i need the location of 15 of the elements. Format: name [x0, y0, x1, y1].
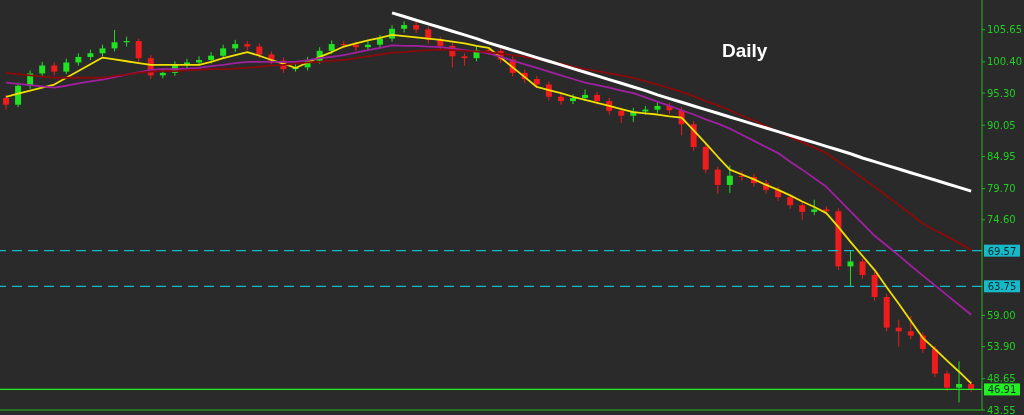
y-tick-label: 74.60 [987, 214, 1016, 226]
y-tick-label: 105.65 [987, 24, 1022, 36]
annotation: Daily [722, 40, 768, 62]
y-tick-label: 95.30 [987, 87, 1016, 99]
y-tick-label: 90.05 [987, 119, 1016, 131]
y-tick-label: 53.90 [987, 341, 1016, 353]
ref-line-label: 46.91 [987, 384, 1017, 396]
y-tick-label: 48.65 [987, 373, 1016, 385]
y-tick-label: 59.00 [987, 309, 1016, 321]
y-tick-label: 84.95 [987, 151, 1016, 163]
y-tick-label: 100.40 [987, 56, 1022, 68]
y-tick-label: 43.55 [987, 404, 1016, 415]
ref-line-label: 63.75 [987, 281, 1017, 293]
y-tick-label: 79.70 [987, 183, 1016, 195]
ref-line-label: 69.57 [987, 245, 1017, 257]
